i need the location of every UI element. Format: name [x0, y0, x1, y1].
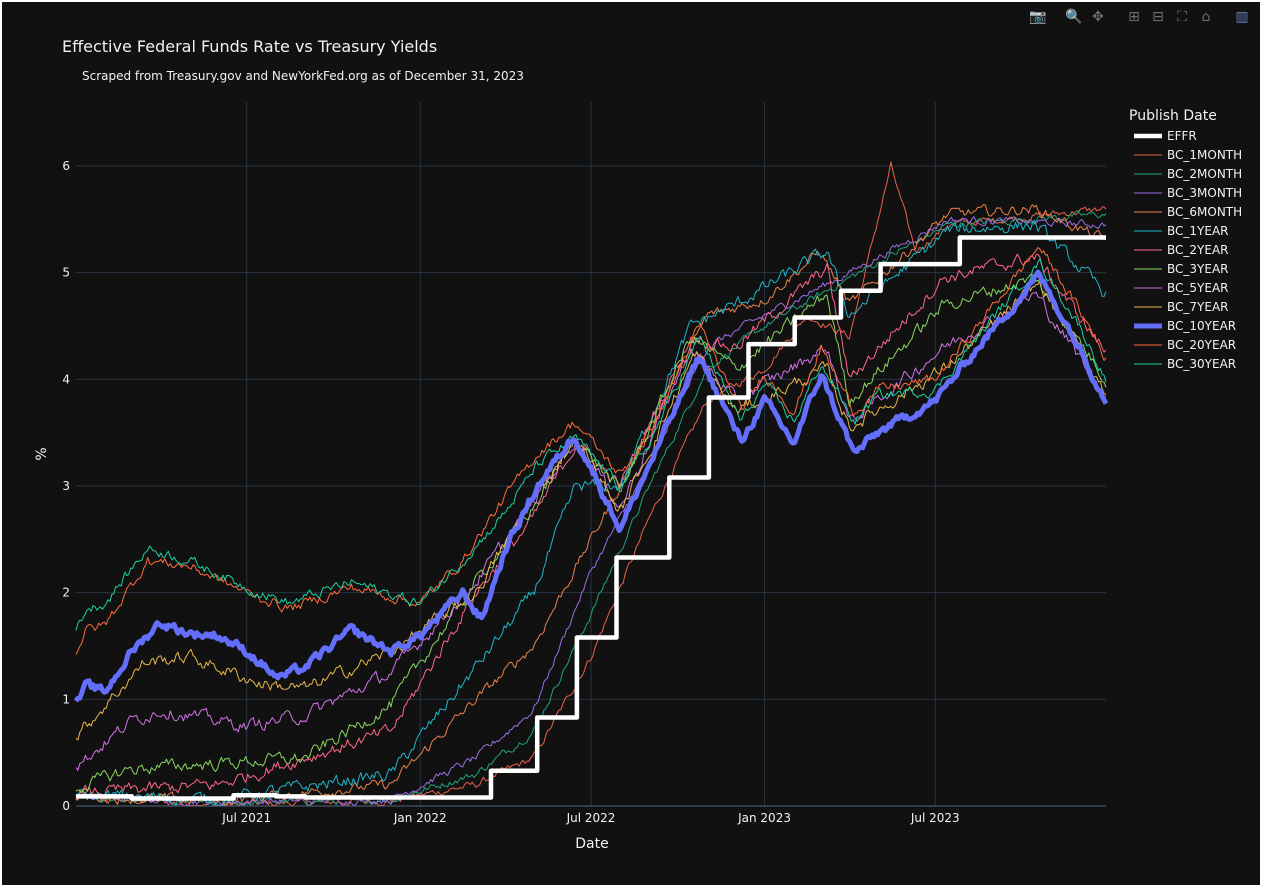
x-tick-label: Jul 2023 [910, 811, 960, 825]
legend: Publish Date EFFR BC_1MONTH BC_2MONTH BC_3M… [1129, 108, 1242, 371]
legend-label: BC_30YEAR [1167, 357, 1236, 371]
modebar: 📷 🔍 ✥ ⊞ ⊟ ⛶ ⌂ ▥ [1014, 6, 1254, 28]
x-tick-label: Jul 2021 [221, 811, 271, 825]
legend-item[interactable]: BC_2YEAR [1134, 243, 1229, 257]
legend-label: BC_3MONTH [1167, 186, 1242, 200]
series-line-bc-1year [75, 219, 1107, 806]
legend-label: BC_10YEAR [1167, 319, 1236, 333]
legend-label: BC_20YEAR [1167, 338, 1236, 352]
legend-item[interactable]: BC_5YEAR [1134, 281, 1229, 295]
series-line-effr [76, 235, 1106, 801]
zoom-out-icon[interactable]: ⊟ [1152, 9, 1164, 25]
series-line-bc-10year [73, 269, 1109, 703]
modebar-group: ▥ [1230, 6, 1254, 28]
legend-item[interactable]: BC_7YEAR [1134, 300, 1229, 314]
legend-item[interactable]: BC_6MONTH [1134, 205, 1242, 219]
y-tick-label: 4 [62, 372, 70, 386]
plotly-logo-icon[interactable]: ▥ [1235, 9, 1249, 25]
x-tick-label: Jul 2022 [566, 811, 616, 825]
y-axis-ticks: 0 1 2 3 4 5 6 [62, 159, 70, 813]
legend-label: BC_6MONTH [1167, 205, 1242, 219]
legend-label: BC_3YEAR [1167, 262, 1229, 276]
x-tick-label: Jan 2023 [737, 811, 791, 825]
legend-label: BC_2YEAR [1167, 243, 1229, 257]
y-tick-label: 3 [62, 479, 70, 493]
series-line-bc-3month [75, 216, 1107, 806]
legend-label: BC_1YEAR [1167, 224, 1229, 238]
legend-item[interactable]: BC_10YEAR [1134, 319, 1236, 333]
pan-icon[interactable]: ✥ [1092, 9, 1104, 25]
legend-label: BC_1MONTH [1167, 148, 1242, 162]
series-line-bc-3year [75, 273, 1107, 794]
modebar-group: ⊞ ⊟ ⛶ ⌂ [1122, 6, 1218, 28]
legend-item[interactable]: BC_30YEAR [1134, 357, 1236, 371]
modebar-group: 📷 [1026, 6, 1050, 28]
y-tick-label: 6 [62, 159, 70, 173]
x-axis-ticks: Jul 2021 Jan 2022 Jul 2022 Jan 2023 Jul 2023 [221, 811, 959, 825]
reset-axes-icon[interactable]: ⌂ [1201, 9, 1211, 25]
y-tick-label: 5 [62, 266, 70, 280]
series-line-bc-20year [75, 247, 1107, 655]
y-tick-label: 1 [62, 692, 70, 706]
legend-item[interactable]: BC_3MONTH [1134, 186, 1242, 200]
legend-item[interactable]: BC_20YEAR [1134, 338, 1236, 352]
x-tick-label: Jan 2022 [393, 811, 447, 825]
camera-icon[interactable]: 📷 [1029, 9, 1047, 25]
legend-label: BC_7YEAR [1167, 300, 1229, 314]
y-axis-label: % [34, 447, 50, 460]
series-line-bc-2month [75, 210, 1107, 806]
series-lines [73, 161, 1109, 806]
legend-label: BC_5YEAR [1167, 281, 1229, 295]
legend-item[interactable]: EFFR [1134, 129, 1197, 143]
series-line-bc-30year [75, 258, 1107, 631]
y-tick-label: 2 [62, 586, 70, 600]
legend-item[interactable]: BC_2MONTH [1134, 167, 1242, 181]
autoscale-icon[interactable]: ⛶ [1177, 9, 1187, 25]
legend-title: Publish Date [1129, 108, 1217, 124]
legend-item[interactable]: BC_3YEAR [1134, 262, 1229, 276]
series-line-bc-1month [75, 161, 1107, 806]
zoom-icon[interactable]: 🔍 [1065, 9, 1083, 25]
modebar-group: 🔍 ✥ [1062, 6, 1110, 28]
legend-item[interactable]: BC_1MONTH [1134, 148, 1242, 162]
legend-item[interactable]: BC_1YEAR [1134, 224, 1229, 238]
chart-subtitle: Scraped from Treasury.gov and NewYorkFed… [82, 69, 524, 83]
chart-title: Effective Federal Funds Rate vs Treasury… [62, 37, 437, 56]
series-line-bc-7year [75, 280, 1107, 741]
legend-label: BC_2MONTH [1167, 167, 1242, 181]
x-axis-label: Date [575, 836, 608, 852]
legend-label: EFFR [1167, 129, 1197, 143]
zoom-in-icon[interactable]: ⊞ [1128, 9, 1140, 25]
y-tick-label: 0 [62, 799, 70, 813]
